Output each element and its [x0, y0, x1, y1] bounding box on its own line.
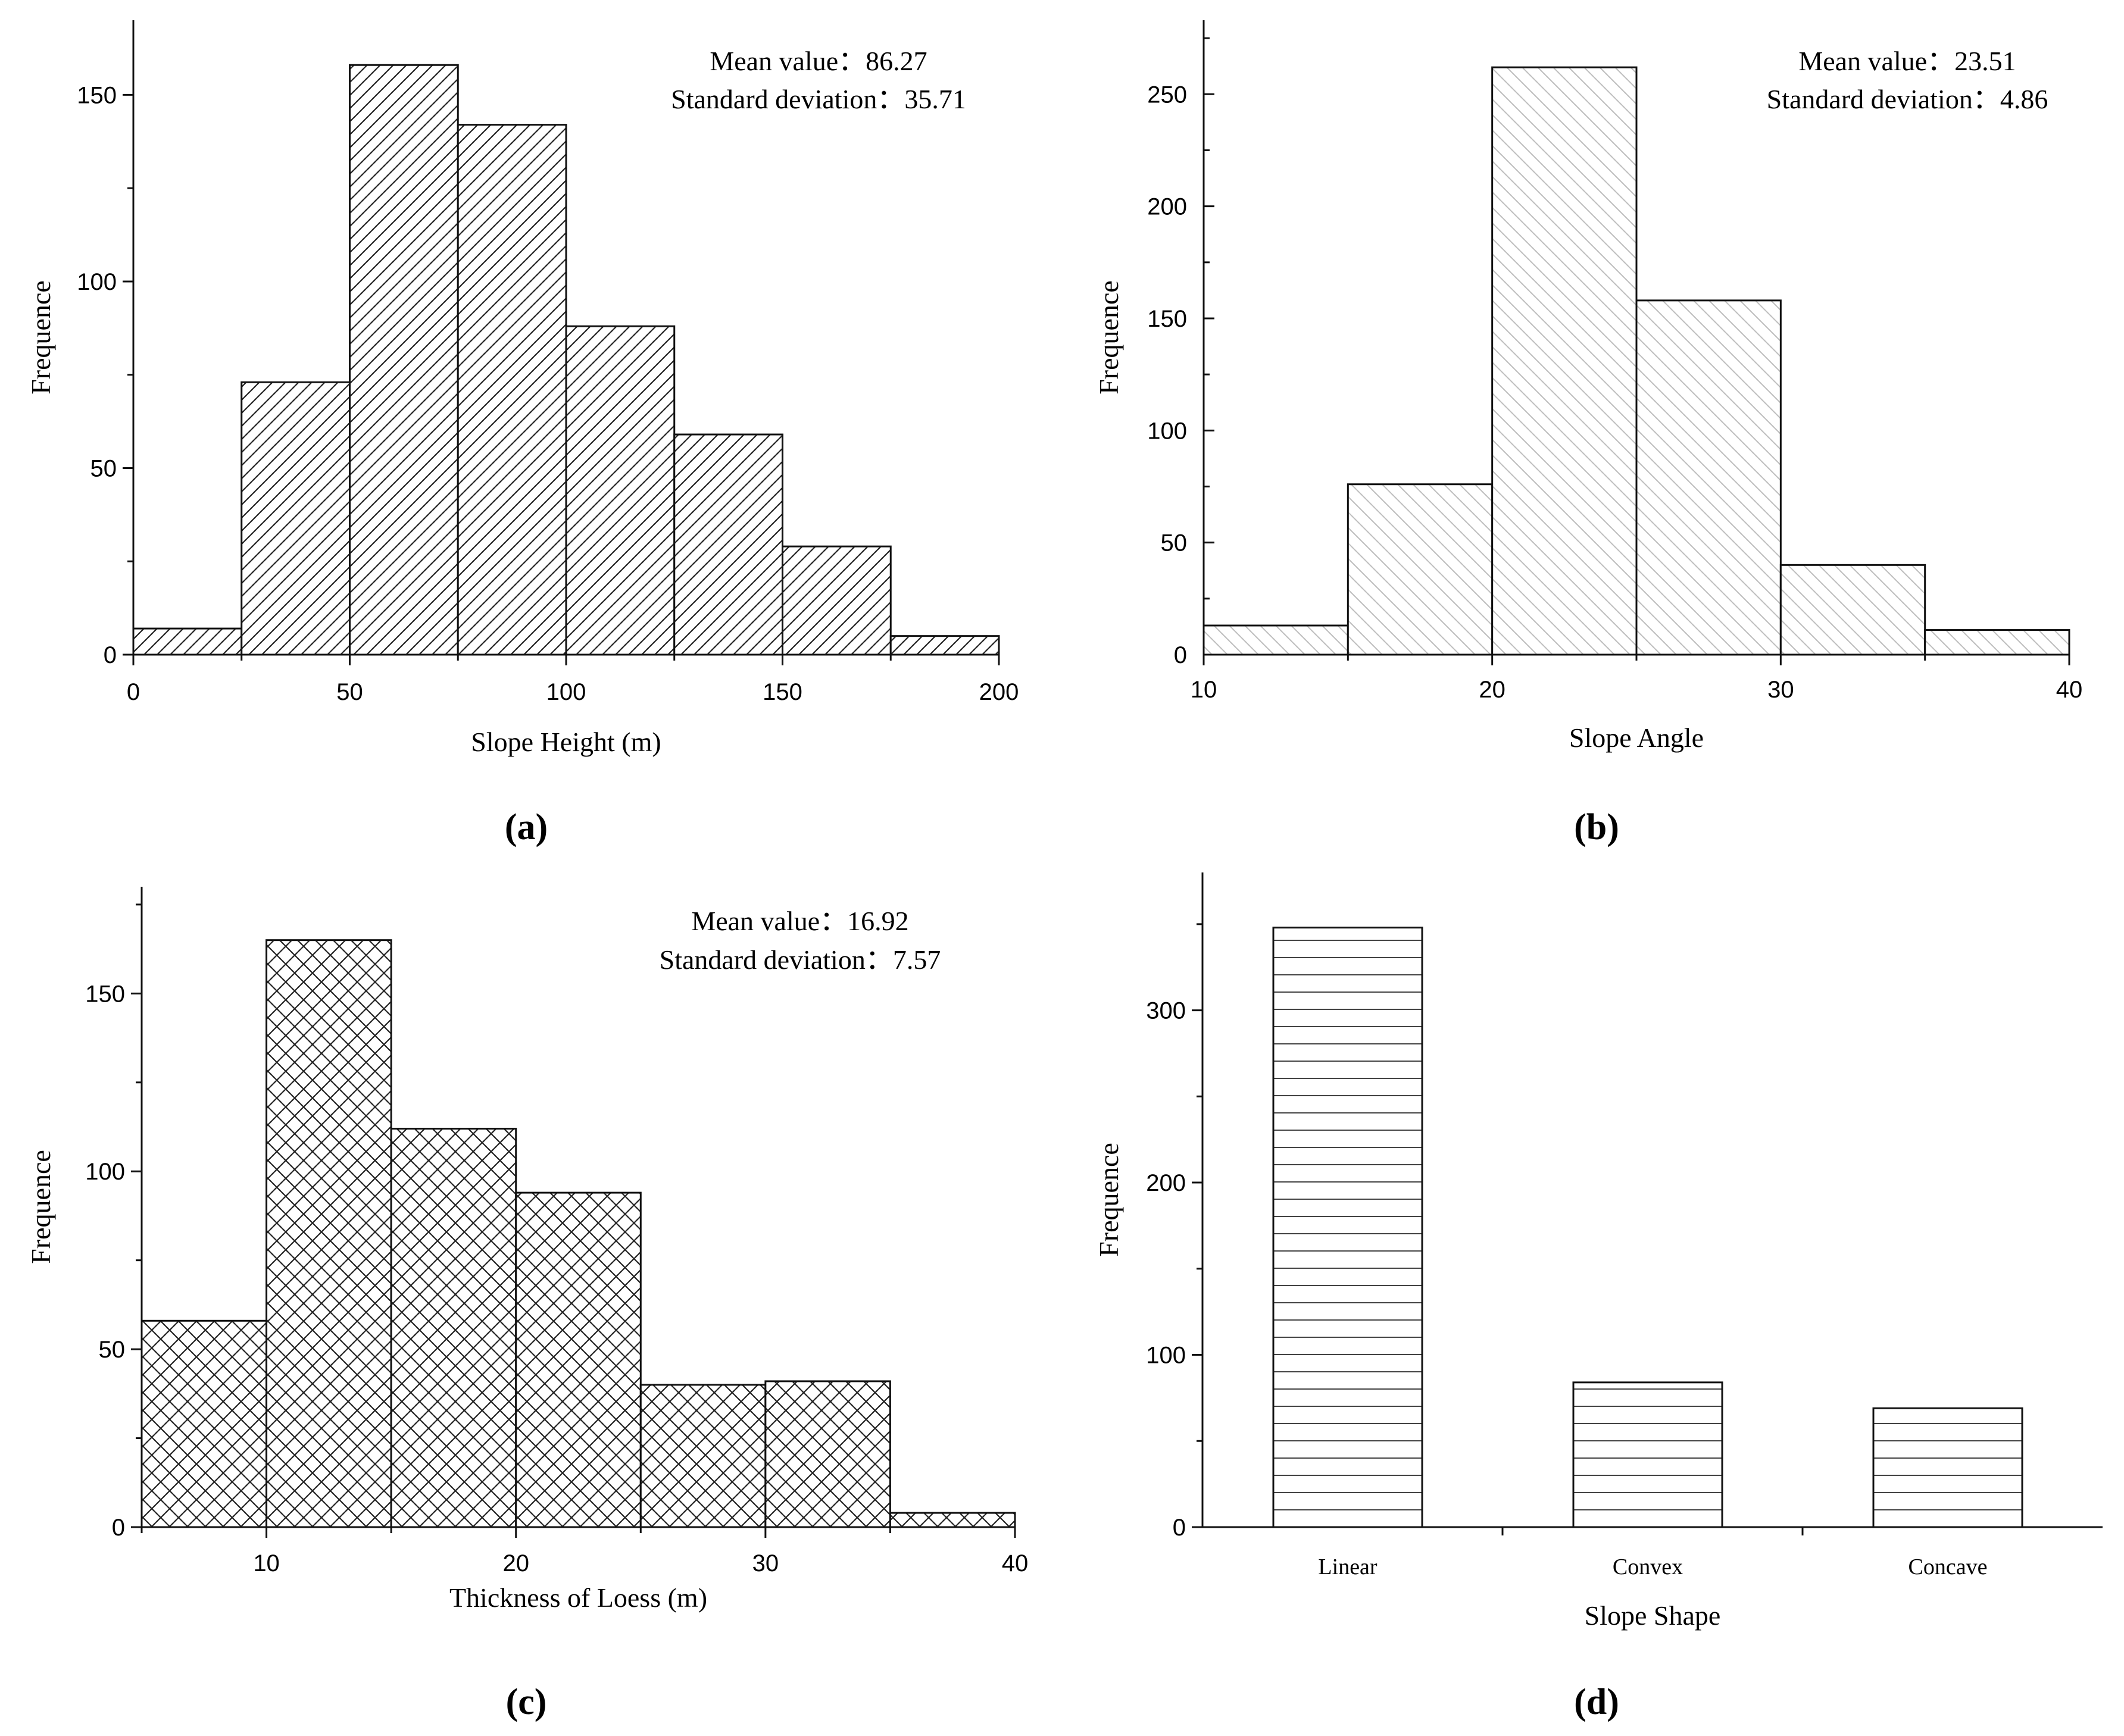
- x-tick-label: 20: [1479, 677, 1505, 703]
- x-tick-label: Concave: [1909, 1554, 1988, 1579]
- stats-annotation: Mean value：16.92: [691, 906, 908, 936]
- x-tick-label: 100: [546, 679, 586, 705]
- x-tick-label: Convex: [1613, 1554, 1683, 1579]
- x-tick-label: 40: [1002, 1550, 1029, 1577]
- x-tick-label: 150: [763, 679, 802, 705]
- category-bar: [1272, 927, 1423, 1528]
- x-tick-label: 10: [1191, 677, 1217, 703]
- stats-annotation: Standard deviation：7.57: [660, 944, 941, 975]
- histogram-bar: [266, 939, 392, 1528]
- y-tick-label: 200: [1147, 194, 1187, 220]
- histogram-bar: [132, 627, 243, 656]
- y-tick-label: 150: [85, 981, 125, 1007]
- y-tick-label: 100: [1147, 418, 1187, 444]
- histogram-bar: [889, 635, 1000, 656]
- panel-c-label: (c): [506, 1682, 547, 1722]
- histogram-bar: [764, 1380, 891, 1528]
- y-tick-label: 200: [1146, 1170, 1186, 1196]
- y-tick-label: 0: [1174, 642, 1187, 668]
- y-tick-label: 250: [1147, 82, 1187, 108]
- histogram-bar: [673, 433, 783, 656]
- histogram-bar: [1924, 629, 2070, 656]
- y-tick-label: 150: [1147, 306, 1187, 332]
- panel-b-label: (b): [1574, 807, 1619, 847]
- histogram-bar: [565, 325, 676, 656]
- y-axis-label: Frequence: [26, 280, 56, 395]
- x-tick-label: 30: [752, 1550, 779, 1577]
- x-tick-label: Linear: [1318, 1554, 1378, 1579]
- histogram-bar: [1347, 483, 1494, 656]
- histogram-bar: [1202, 624, 1349, 656]
- stats-annotation: Standard deviation：35.71: [671, 84, 966, 114]
- y-tick-label: 150: [77, 82, 117, 108]
- stats-annotation: Mean value：23.51: [1798, 46, 2016, 76]
- y-tick-label: 0: [104, 642, 117, 668]
- histogram-bar: [390, 1127, 517, 1528]
- chart-panel-a: 0 50 100 150 200 0 50 100 150 Frequence Slope Heig…: [26, 20, 1019, 757]
- stats-annotation: Standard deviation：4.86: [1767, 84, 2048, 114]
- histogram-bar: [1779, 564, 1926, 656]
- chart-panel-d: Linear Convex Concave 0 100 200 300 Frequence Sl…: [1094, 872, 2103, 1631]
- y-axis-label: Frequence: [26, 1150, 56, 1264]
- y-tick-label: 50: [90, 455, 117, 481]
- x-tick-label: 30: [1767, 677, 1794, 703]
- x-axis-label: Slope Angle: [1569, 722, 1704, 753]
- y-axis-label: Frequence: [1094, 1143, 1124, 1257]
- histogram-bar: [782, 545, 892, 656]
- x-tick-label: 50: [336, 679, 363, 705]
- stats-annotation: Mean value：86.27: [710, 46, 927, 76]
- category-bar: [1872, 1407, 2023, 1528]
- histogram-bar: [140, 1319, 268, 1528]
- histogram-bar: [457, 124, 567, 656]
- x-tick-label: 40: [2056, 677, 2083, 703]
- y-tick-label: 50: [99, 1337, 126, 1363]
- x-tick-label: 10: [253, 1550, 280, 1577]
- histogram-bar: [1491, 66, 1638, 656]
- chart-panel-c: 10 20 30 40 0 50 100 150 Frequence Thickness of L…: [26, 887, 1028, 1613]
- histogram-bar: [349, 64, 459, 656]
- x-axis-label: Slope Shape: [1585, 1600, 1721, 1631]
- category-bar: [1572, 1381, 1723, 1528]
- histogram-bar: [639, 1384, 767, 1528]
- histogram-bar: [240, 381, 351, 656]
- x-tick-label: 0: [127, 679, 140, 705]
- panel-d-label: (d): [1574, 1682, 1619, 1722]
- y-tick-label: 0: [1173, 1515, 1186, 1541]
- histogram-bar: [1635, 299, 1782, 656]
- y-tick-label: 50: [1161, 530, 1188, 556]
- y-axis-label: Frequence: [1094, 280, 1124, 395]
- y-tick-label: 100: [77, 269, 117, 295]
- y-tick-label: 100: [1146, 1343, 1186, 1369]
- chart-panel-b: 10 20 30 40 0 50 100 150 200 250 Frequence Slope An…: [1094, 20, 2082, 753]
- y-tick-label: 0: [112, 1515, 125, 1541]
- histogram-bar: [889, 1512, 1016, 1528]
- y-tick-label: 300: [1146, 998, 1186, 1024]
- histogram-bar: [515, 1191, 642, 1528]
- panel-a-label: (a): [505, 807, 548, 847]
- x-axis-label: Slope Height (m): [471, 727, 661, 757]
- x-tick-label: 20: [502, 1550, 529, 1577]
- y-tick-label: 100: [85, 1159, 125, 1185]
- x-tick-label: 200: [979, 679, 1019, 705]
- x-axis-label: Thickness of Loess (m): [449, 1582, 707, 1613]
